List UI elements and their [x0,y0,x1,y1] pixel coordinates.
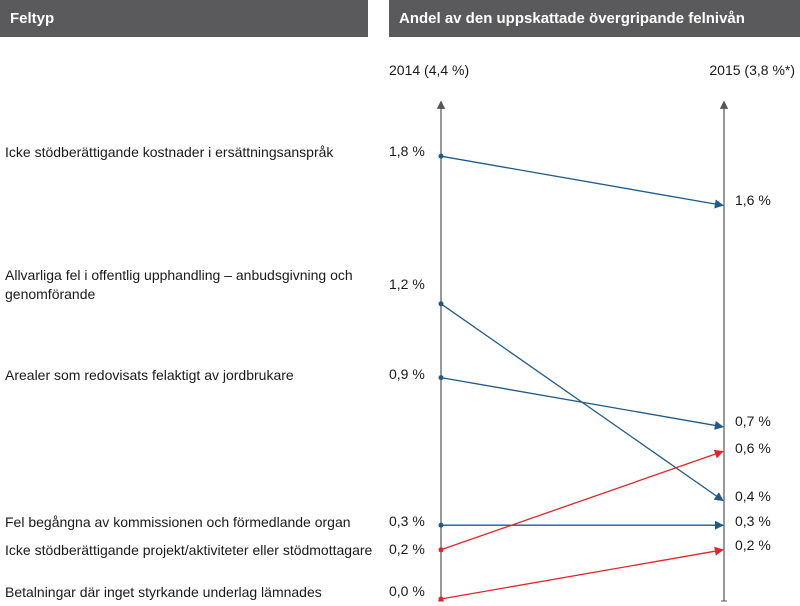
value-2014-2: 1,2 % [389,276,425,292]
series-line-3 [440,376,724,430]
year-2014-label: 2014 (4,4 %) [389,62,470,78]
category-label-2: Allvarliga fel i offentlig upphandling –… [5,267,353,302]
value-2015-5: 0,6 % [735,440,771,456]
series-line-6 [440,546,724,600]
category-label-1: Icke stödberättigande kostnader i ersätt… [5,144,334,160]
category-label-4: Fel begångna av kommissionen och förmedl… [5,514,351,530]
value-2014-4: 0,3 % [389,513,425,529]
value-2014-5: 0,2 % [389,541,425,557]
value-2015-1: 1,6 % [735,192,771,208]
series-start-point-5 [438,547,444,553]
category-label-3: Arealer som redovisats felaktigt av jord… [5,367,294,383]
value-2015-3: 0,7 % [735,413,771,429]
value-2014-3: 0,9 % [389,366,425,382]
series-start-point-4 [438,522,444,528]
header-andel: Andel av den uppskattade övergripande fe… [389,0,800,37]
value-2015-4: 0,3 % [735,513,771,529]
series-start-point-2 [438,301,444,307]
value-2014-6: 0,0 % [389,583,425,599]
year-2015-label: 2015 (3,8 %*) [709,62,795,78]
category-label-6: Betalningar där inget styrkande underlag… [5,584,322,600]
category-label-5: Icke stödberättigande projekt/aktivitete… [5,542,373,558]
value-2014-1: 1,8 % [389,143,425,159]
value-2015-2: 0,4 % [735,488,771,504]
value-2015-6: 0,2 % [735,537,771,553]
header-feltyp: Feltyp [0,0,368,37]
series-start-point-1 [438,153,444,159]
series-start-point-6 [438,596,444,602]
series-line-1 [440,155,724,209]
series-start-point-3 [438,375,444,381]
series-line-5 [440,449,724,551]
